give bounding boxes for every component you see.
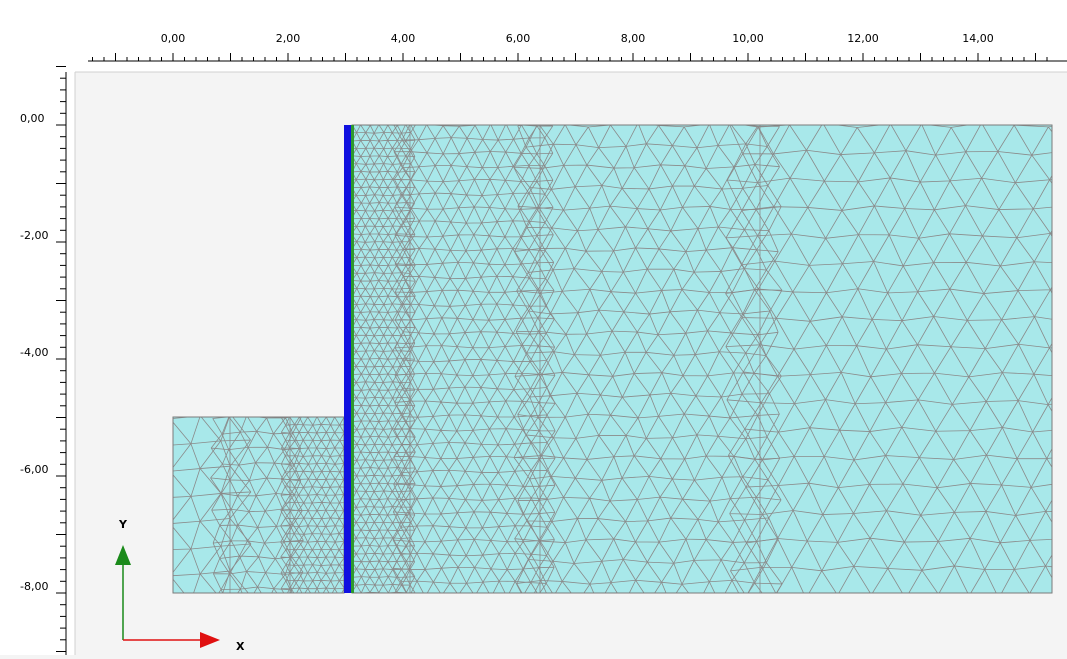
soil-cluster-excavation[interactable] [173, 417, 344, 593]
vertical-ruler [0, 0, 75, 655]
y-ruler-label: 0,00 [20, 112, 45, 125]
axes-gizmo: Y X [115, 518, 245, 653]
wall-plate[interactable] [344, 125, 351, 593]
interface-line[interactable] [351, 125, 354, 593]
x-ruler-label: 10,00 [732, 32, 764, 45]
mesh-lines [725, 125, 1052, 593]
y-ruler-label: -2,00 [20, 229, 48, 242]
x-ruler-ticks: 0,00 2,00 4,00 6,00 8,00 10,00 12,00 14,00 [88, 32, 1067, 62]
x-ruler-label: 8,00 [621, 32, 646, 45]
mesh-lines [513, 125, 783, 593]
x-ruler-label: 12,00 [847, 32, 879, 45]
soil-cluster-right[interactable] [352, 125, 1052, 593]
x-axis-label: X [236, 640, 245, 653]
mesh-right [352, 125, 1052, 593]
x-ruler-label: 6,00 [506, 32, 531, 45]
horizontal-ruler [0, 0, 1067, 72]
x-ruler-label: 4,00 [391, 32, 416, 45]
x-ruler-label: 2,00 [276, 32, 301, 45]
y-arrow-icon [115, 545, 131, 565]
y-ruler-ticks: 0,00 -2,00 -4,00 -6,00 -8,00 [20, 66, 67, 655]
y-ruler-label: -8,00 [20, 580, 48, 593]
y-axis-label: Y [118, 518, 128, 531]
x-ruler-label: 14,00 [962, 32, 994, 45]
y-ruler-label: -6,00 [20, 463, 48, 476]
y-ruler-label: -4,00 [20, 346, 48, 359]
x-ruler-label: 0,00 [161, 32, 186, 45]
mesh-lines [210, 417, 304, 593]
x-arrow-icon [200, 632, 220, 648]
